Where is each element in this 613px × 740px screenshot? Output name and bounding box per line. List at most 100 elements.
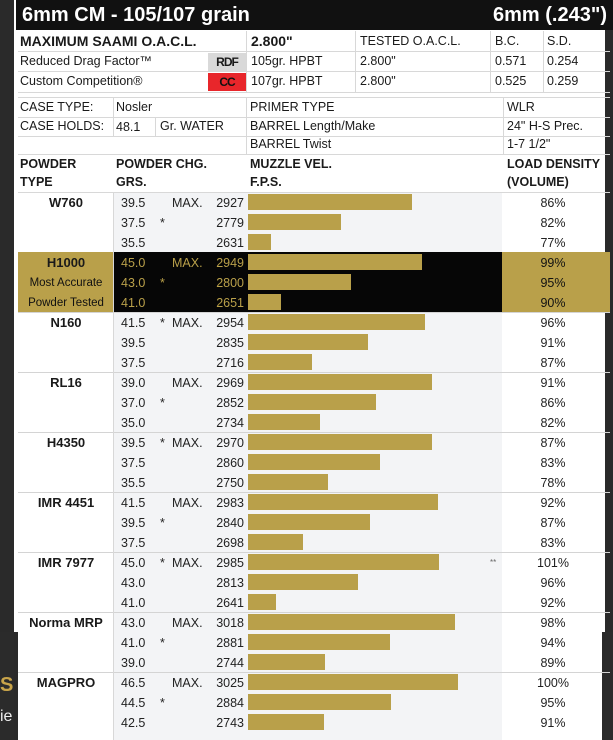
- velocity-label: 2852: [216, 396, 244, 410]
- group-divider: [18, 612, 610, 613]
- background-text-fragment: S: [0, 674, 14, 696]
- header-load-density: LOAD DENSITY: [507, 157, 601, 171]
- powder-type-label: Norma MRP: [29, 615, 103, 630]
- powder-type-label: IMR 4451: [37, 495, 95, 510]
- powder-charge: 37.5: [121, 456, 146, 470]
- divider: [18, 117, 610, 118]
- divider: [543, 31, 544, 92]
- bc-label: B.C.: [495, 34, 520, 48]
- velocity-bar: [248, 534, 304, 550]
- velocity-label: 2969: [216, 376, 244, 390]
- group-divider: [18, 252, 610, 253]
- velocity-label: 2881: [216, 636, 244, 650]
- velocity-label: 2970: [216, 436, 244, 450]
- velocity-label: 2835: [216, 336, 244, 350]
- powder-charge: 35.0: [121, 416, 146, 430]
- velocity-bar: [248, 554, 440, 570]
- velocity-bar: [248, 394, 377, 410]
- header-powder-charge: POWDER CHG.: [116, 157, 207, 171]
- powder-charge: 37.0: [121, 396, 146, 410]
- powder-charge: 46.5: [121, 676, 146, 690]
- sd-label: S.D.: [547, 34, 572, 48]
- max-label: MAX.: [172, 316, 203, 330]
- powder-type-label: H4350: [46, 435, 86, 450]
- load-density: 91%: [540, 336, 566, 350]
- velocity-bar: [248, 714, 325, 730]
- powder-type-label: W760: [49, 195, 83, 210]
- load-density: 87%: [540, 436, 566, 450]
- background-text-fragment: ie: [0, 708, 13, 725]
- velocity-bar: [248, 414, 321, 430]
- velocity-label: 2651: [216, 296, 244, 310]
- load-density: 96%: [540, 576, 566, 590]
- load-density: 87%: [540, 516, 566, 530]
- most-accurate-mark: *: [160, 316, 165, 330]
- velocity-label: 2949: [216, 256, 244, 270]
- powder-charge: 41.5: [121, 316, 146, 330]
- load-density: 99%: [540, 256, 566, 270]
- load-density: 100%: [537, 676, 569, 690]
- header-load-density: (VOLUME): [507, 175, 569, 189]
- group-divider: [18, 312, 610, 313]
- velocity-label: 2734: [216, 416, 244, 430]
- velocity-label: 2800: [216, 276, 244, 290]
- velocity-bar: [248, 614, 455, 630]
- divider: [18, 154, 610, 155]
- powder-charge: 43.0: [121, 576, 146, 590]
- divider: [18, 92, 610, 93]
- velocity-bar: [248, 474, 328, 490]
- velocity-label: 2641: [216, 596, 244, 610]
- background-page-left: S ie: [0, 632, 14, 740]
- load-density: 83%: [540, 456, 566, 470]
- velocity-label: 2698: [216, 536, 244, 550]
- group-divider: [18, 672, 610, 673]
- divider: [18, 71, 610, 72]
- load-density: 92%: [540, 496, 566, 510]
- velocity-label: 2954: [216, 316, 244, 330]
- bc-value: 0.525: [495, 74, 527, 88]
- powder-charge: 39.5: [121, 336, 146, 350]
- sd-value: 0.254: [547, 54, 579, 68]
- load-density: 91%: [540, 716, 566, 730]
- velocity-label: 2860: [216, 456, 244, 470]
- load-density: 95%: [540, 276, 566, 290]
- most-accurate-mark: *: [160, 396, 165, 410]
- powder-type-label: MAGPRO: [36, 675, 96, 690]
- header-muzzle-velocity: MUZZLE VEL.: [250, 157, 332, 171]
- velocity-label: 2983: [216, 496, 244, 510]
- caliber-title: 6mm (.243"): [493, 4, 607, 26]
- most-accurate-mark: *: [160, 216, 165, 230]
- powder-note: Powder Tested: [28, 297, 104, 309]
- most-accurate-mark: *: [160, 636, 165, 650]
- max-label: MAX.: [172, 376, 203, 390]
- header-powder-type: POWDER: [20, 157, 77, 171]
- max-label: MAX.: [172, 196, 203, 210]
- powder-charge: 43.0: [121, 276, 146, 290]
- most-accurate-mark: *: [160, 696, 165, 710]
- load-density: 89%: [540, 656, 566, 670]
- powder-type-label: H1000: [46, 255, 86, 270]
- velocity-label: 2840: [216, 516, 244, 530]
- divider: [246, 97, 247, 154]
- title-bar: 6mm CM - 105/107 grain 6mm (.243"): [16, 0, 613, 30]
- max-label: MAX.: [172, 436, 203, 450]
- load-density: 86%: [540, 196, 566, 210]
- powder-charge: 37.5: [121, 356, 146, 370]
- velocity-bar: [248, 274, 352, 290]
- velocity-label: 2985: [216, 556, 244, 570]
- primer-type-label: PRIMER TYPE: [250, 100, 335, 114]
- divider: [18, 192, 610, 193]
- velocity-label: 2743: [216, 716, 244, 730]
- velocity-label: 2744: [216, 656, 244, 670]
- divider: [490, 31, 491, 92]
- velocity-bar: [248, 694, 392, 710]
- highlight-powder-cell: [18, 252, 114, 312]
- most-accurate-mark: *: [160, 276, 165, 290]
- cc-badge: CC: [208, 73, 246, 91]
- load-density: 96%: [540, 316, 566, 330]
- powder-charge: 43.0: [121, 616, 146, 630]
- rdf-badge: RDF: [208, 53, 246, 71]
- divider: [355, 31, 356, 92]
- velocity-label: 2631: [216, 236, 244, 250]
- velocity-label: 2813: [216, 576, 244, 590]
